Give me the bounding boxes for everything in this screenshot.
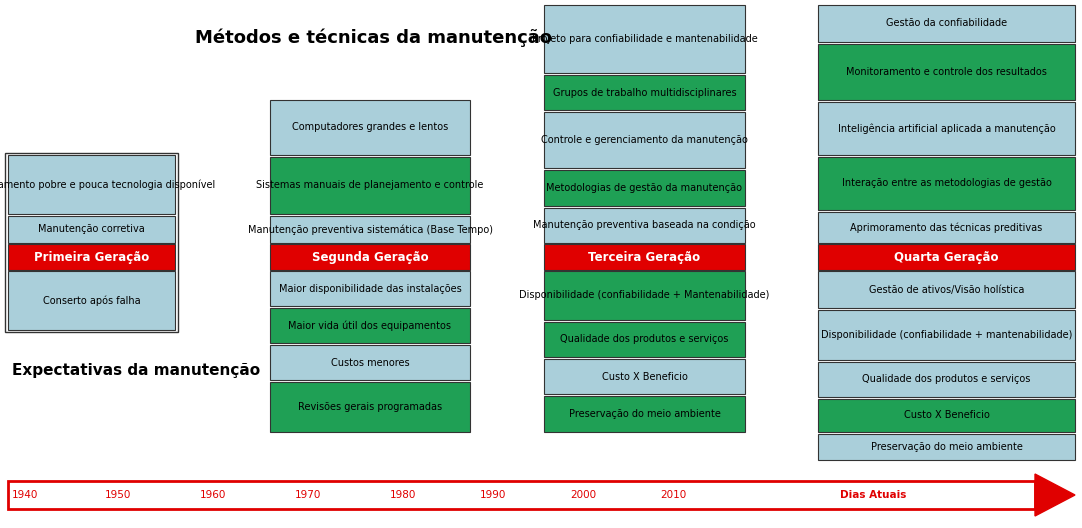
Bar [270,345,470,380]
Text: Sistemas manuais de planejamento e controle: Sistemas manuais de planejamento e contr… [256,181,484,191]
Bar [8,216,175,243]
Bar [544,271,745,320]
Text: Computadores grandes e lentos: Computadores grandes e lentos [292,122,448,133]
Text: Segunda Geração: Segunda Geração [312,250,428,263]
Text: Maior vida útil dos equipamentos: Maior vida útil dos equipamentos [289,320,451,331]
Text: Expectativas da manutenção: Expectativas da manutenção [12,363,260,378]
Text: 1980: 1980 [390,490,417,500]
Bar [270,100,470,155]
Text: Qualidade dos produtos e serviços: Qualidade dos produtos e serviços [560,335,728,344]
Bar [270,271,470,306]
Text: Gestão de ativos/Visão holística: Gestão de ativos/Visão holística [869,285,1025,295]
Bar [270,216,470,243]
Text: Monitoramento e controle dos resultados: Monitoramento e controle dos resultados [846,67,1047,77]
Text: Revisões gerais programadas: Revisões gerais programadas [298,402,443,412]
Bar [818,434,1076,460]
Text: Custo X Beneficio: Custo X Beneficio [903,410,989,420]
Text: Disponibilidade (confiabilidade + mantenabilidade): Disponibilidade (confiabilidade + manten… [821,330,1072,340]
Text: 1960: 1960 [200,490,226,500]
Text: 1970: 1970 [295,490,321,500]
Bar [544,359,745,394]
Bar [8,155,175,214]
Text: 2000: 2000 [570,490,596,500]
Bar [818,5,1076,42]
Text: Terceira Geração: Terceira Geração [589,250,700,263]
Text: Planejamento pobre e pouca tecnologia disponível: Planejamento pobre e pouca tecnologia di… [0,179,215,190]
Text: Conserto após falha: Conserto após falha [42,295,141,306]
Bar [818,362,1076,397]
Text: Metodologias de gestão da manutenção: Metodologias de gestão da manutenção [546,183,742,193]
Bar [544,75,745,110]
Bar [818,244,1076,270]
Text: Dias Atuais: Dias Atuais [840,490,907,500]
Bar [270,157,470,214]
Polygon shape [1035,474,1076,516]
Text: Grupos de trabalho multidisciplinares: Grupos de trabalho multidisciplinares [553,88,737,98]
Text: Preservação do meio ambiente: Preservação do meio ambiente [871,442,1022,452]
Bar [818,212,1076,243]
Text: Métodos e técnicas da manutenção: Métodos e técnicas da manutenção [195,29,552,47]
Text: Controle e gerenciamento da manutenção: Controle e gerenciamento da manutenção [541,135,748,145]
Text: Aprimoramento das técnicas preditivas: Aprimoramento das técnicas preditivas [850,222,1043,233]
Text: Primeira Geração: Primeira Geração [34,250,149,263]
Bar [270,382,470,432]
Bar [818,44,1076,100]
Bar [544,208,745,243]
Bar [8,481,1035,509]
Text: Manutenção preventiva baseada na condição: Manutenção preventiva baseada na condiçã… [533,221,756,231]
Text: 1940: 1940 [12,490,38,500]
Bar [818,310,1076,360]
Bar [544,244,745,270]
Text: Maior disponibilidade das instalações: Maior disponibilidade das instalações [279,284,461,294]
Bar [818,102,1076,155]
Text: Quarta Geração: Quarta Geração [894,250,999,263]
Bar [270,308,470,343]
Text: Interação entre as metodologias de gestão: Interação entre as metodologias de gestã… [842,178,1052,188]
Text: 2010: 2010 [660,490,686,500]
Text: Gestão da confiabilidade: Gestão da confiabilidade [886,18,1007,29]
Text: Manutenção preventiva sistemática (Base Tempo): Manutenção preventiva sistemática (Base … [248,224,492,235]
Text: Preservação do meio ambiente: Preservação do meio ambiente [568,409,721,419]
Text: Inteligência artificial aplicada a manutenção: Inteligência artificial aplicada a manut… [837,123,1055,134]
Text: Custo X Beneficio: Custo X Beneficio [602,372,687,382]
Bar [8,244,175,270]
Bar [544,170,745,206]
Bar [544,112,745,168]
Bar [5,153,179,332]
Text: 1990: 1990 [480,490,506,500]
Bar [544,396,745,432]
Bar [544,5,745,73]
Text: Manutenção corretiva: Manutenção corretiva [38,224,145,234]
Bar [818,399,1076,432]
Bar [8,271,175,330]
Bar [818,157,1076,210]
Bar [818,271,1076,308]
Bar [544,322,745,357]
Text: Custos menores: Custos menores [331,357,409,367]
Text: Projeto para confiabilidade e mantenabilidade: Projeto para confiabilidade e mantenabil… [531,34,757,44]
Text: Disponibilidade (confiabilidade + Mantenabilidade): Disponibilidade (confiabilidade + Manten… [519,290,769,300]
Bar [270,244,470,270]
Text: Qualidade dos produtos e serviços: Qualidade dos produtos e serviços [862,374,1031,384]
Text: 1950: 1950 [105,490,131,500]
